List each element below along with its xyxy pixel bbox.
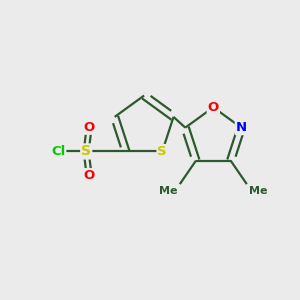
Text: O: O xyxy=(83,121,95,134)
Text: N: N xyxy=(236,121,247,134)
Text: Me: Me xyxy=(249,187,268,196)
Text: Cl: Cl xyxy=(51,145,65,158)
Text: Me: Me xyxy=(159,187,177,196)
Text: O: O xyxy=(208,101,219,114)
Text: O: O xyxy=(83,169,95,182)
Text: S: S xyxy=(81,145,91,158)
Text: S: S xyxy=(158,145,167,158)
